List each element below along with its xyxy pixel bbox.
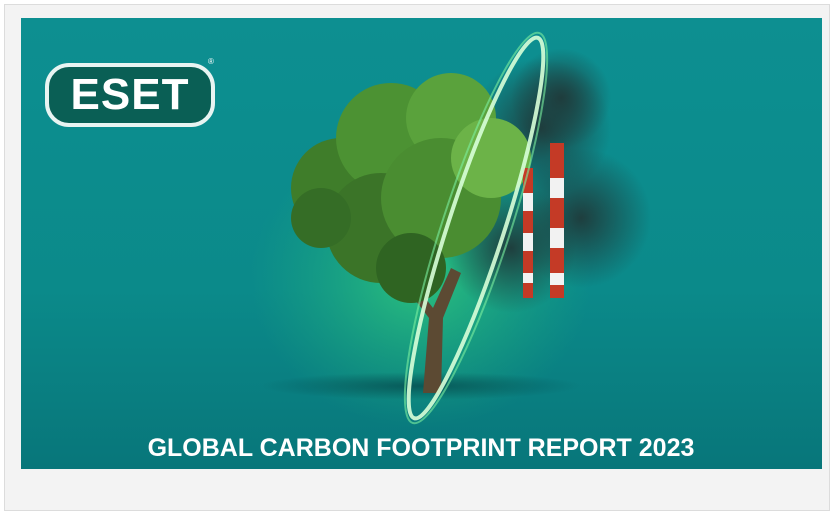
glow-ring [406,35,546,421]
chimneys [523,143,564,298]
logo: ESET ® [45,57,215,127]
glow-ring-outer [403,31,549,425]
ground-shadow [261,372,581,400]
cover-image: ESET ® GLOBAL CARBON FOOTPRINT REPORT 20… [21,18,822,469]
foliage [291,73,531,303]
logo-text: ESET [71,70,190,119]
logo-mark: ® [208,57,214,66]
cover-title: GLOBAL CARBON FOOTPRINT REPORT 2023 [148,434,695,462]
